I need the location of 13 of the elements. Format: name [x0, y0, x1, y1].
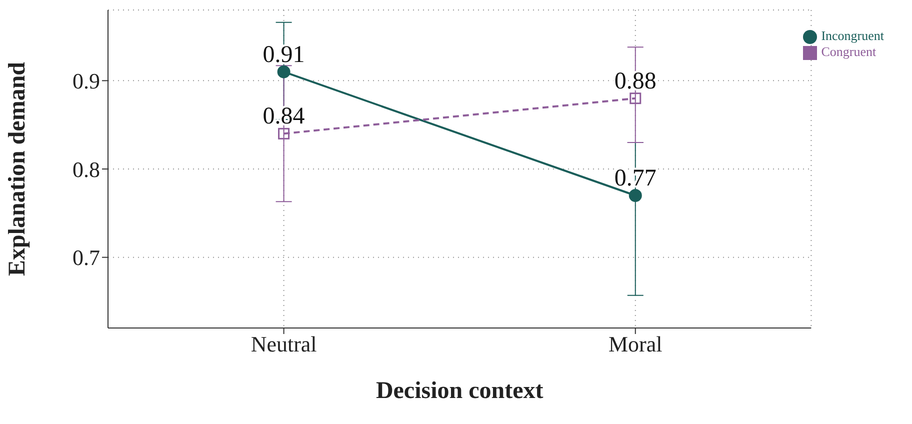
point: [277, 65, 290, 78]
x-tick-label: Neutral: [250, 332, 317, 357]
y-tick-label: 0.7: [72, 245, 100, 270]
point: [628, 189, 642, 202]
y-axis-title: Explanation demand: [4, 61, 31, 276]
x-tick-label: Moral: [608, 332, 662, 357]
legend-label: Congruent: [821, 44, 876, 60]
legend-label: Incongruent: [821, 28, 884, 43]
x-axis-title: Decision context: [376, 378, 544, 404]
y-tick-label: 0.9: [72, 68, 100, 94]
point: [630, 92, 642, 104]
y-tick-label: 0.8: [72, 156, 100, 182]
point: [278, 128, 290, 140]
